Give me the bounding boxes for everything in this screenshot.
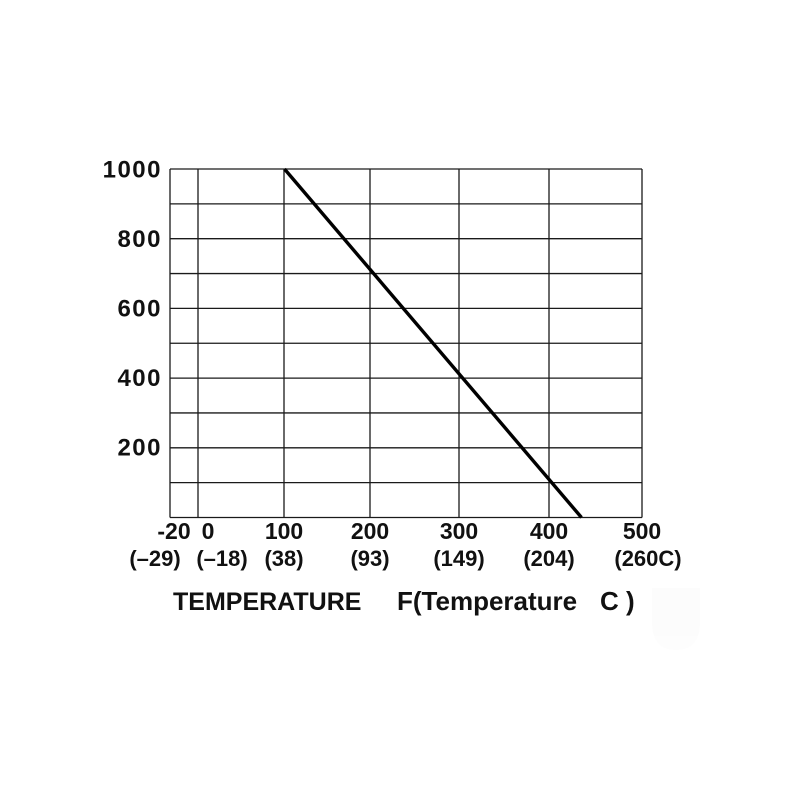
svg-text:100: 100 (265, 518, 303, 544)
svg-text:(–18): (–18) (196, 546, 247, 571)
svg-text:(260C): (260C) (614, 546, 681, 571)
svg-text:500: 500 (623, 518, 661, 544)
svg-text:0: 0 (202, 518, 215, 544)
svg-text:(204): (204) (523, 546, 574, 571)
svg-text:300: 300 (440, 518, 478, 544)
svg-text:200: 200 (351, 518, 389, 544)
svg-text:(149): (149) (433, 546, 484, 571)
svg-text:-20: -20 (157, 518, 190, 544)
svg-text:400: 400 (530, 518, 568, 544)
svg-text:200: 200 (117, 435, 162, 462)
svg-text:(93): (93) (350, 546, 389, 571)
svg-text:(–29): (–29) (129, 546, 180, 571)
svg-text:400: 400 (117, 365, 162, 392)
svg-text:(38): (38) (264, 546, 303, 571)
svg-text:C ): C ) (600, 586, 635, 616)
svg-text:F(Temperature: F(Temperature (397, 586, 577, 616)
svg-text:600: 600 (117, 296, 162, 323)
svg-text:1000: 1000 (103, 157, 162, 184)
svg-text:800: 800 (117, 226, 162, 253)
svg-text:TEMPERATURE: TEMPERATURE (173, 588, 361, 616)
